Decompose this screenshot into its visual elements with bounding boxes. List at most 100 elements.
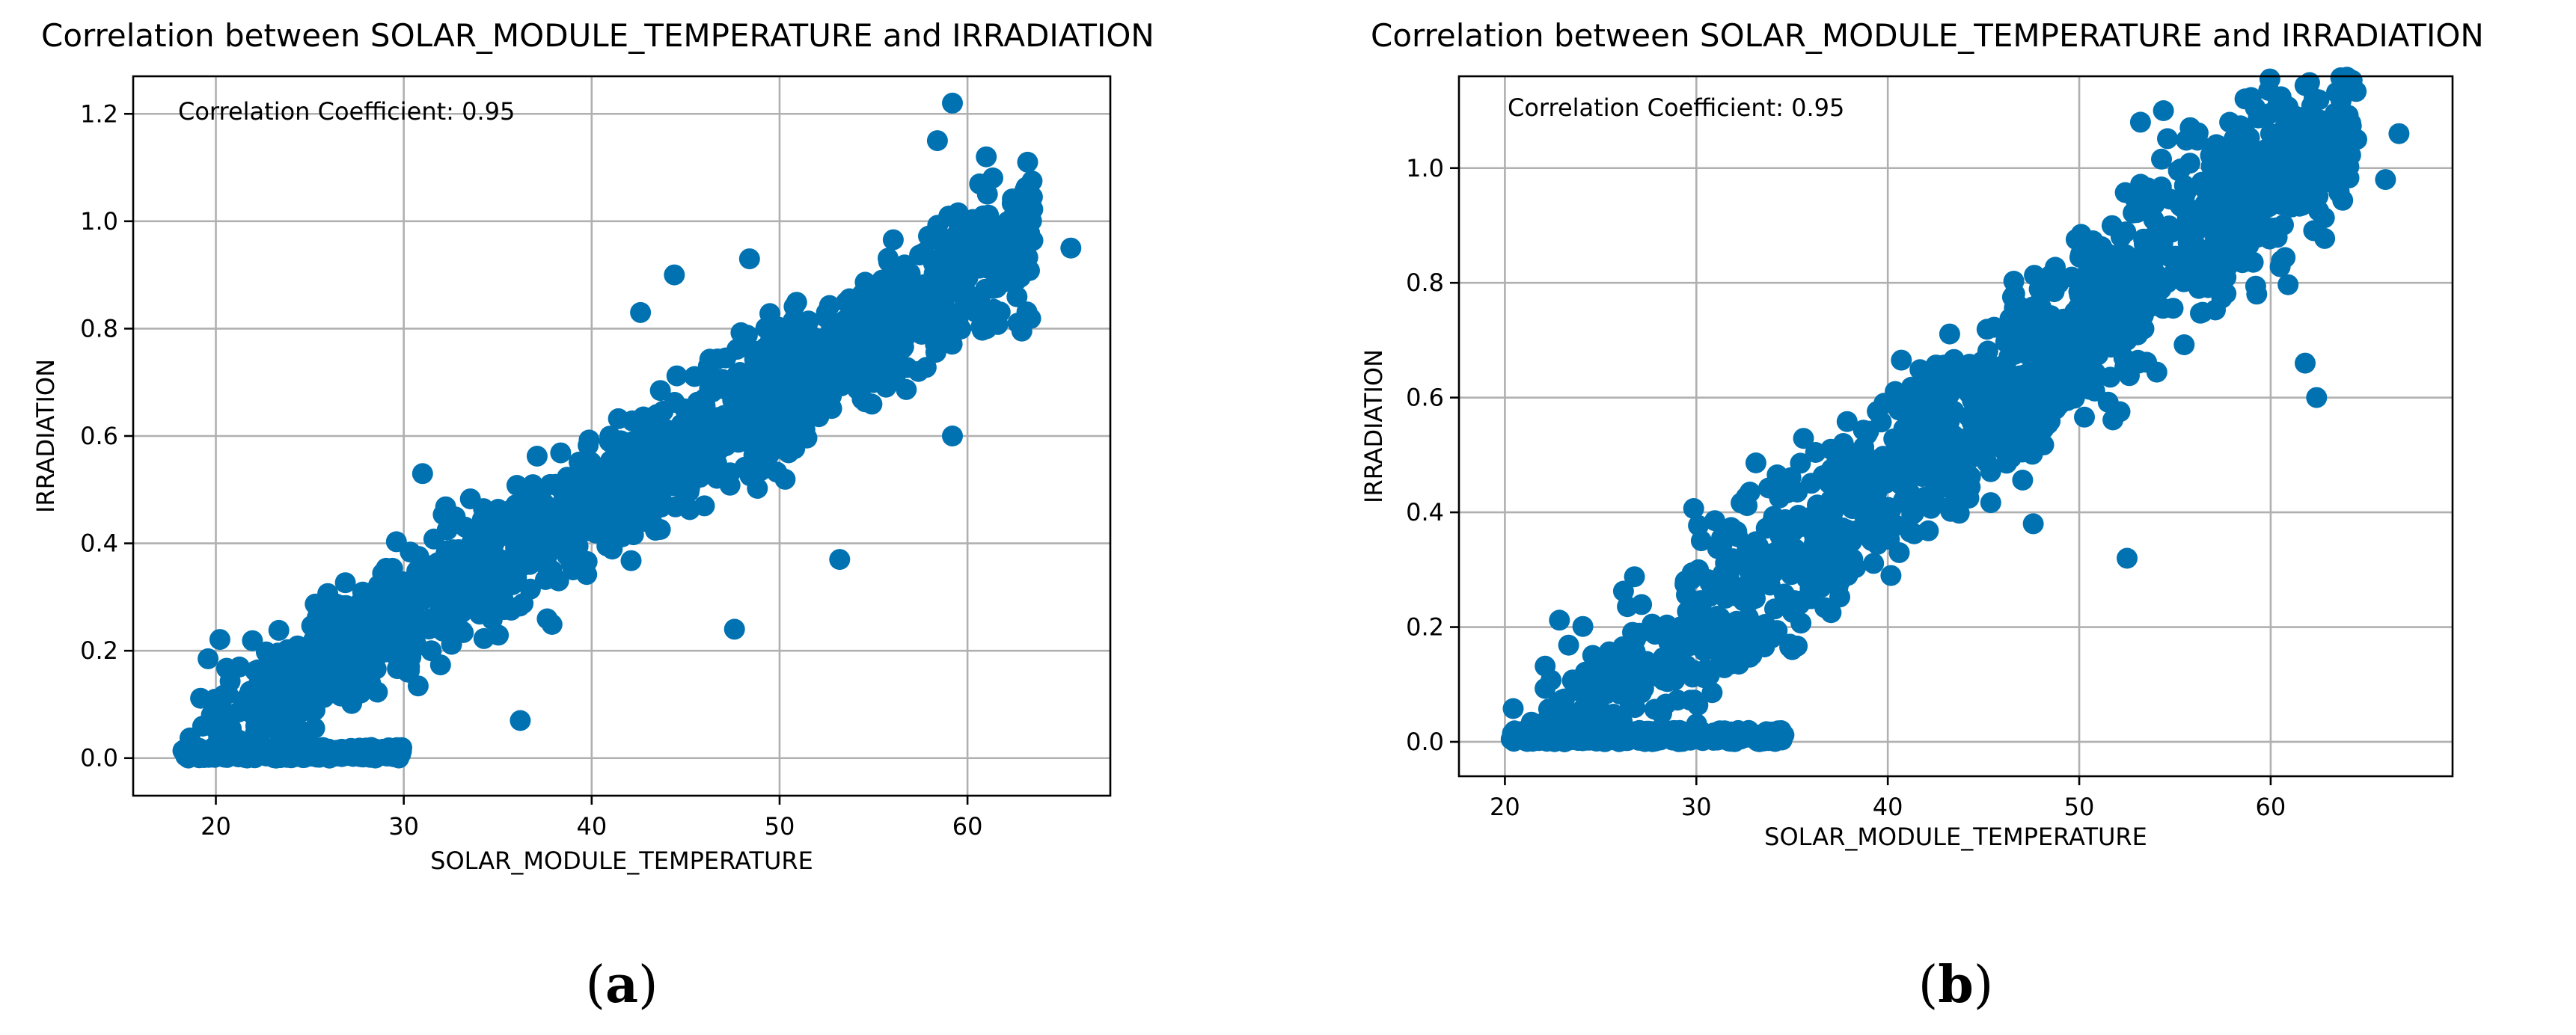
- scatter-point-a: [747, 478, 768, 499]
- scatter-point-b: [2289, 195, 2310, 217]
- scatter-point-a: [492, 561, 514, 583]
- scatter-point-a: [729, 422, 751, 443]
- scatter-point-a: [306, 617, 328, 639]
- scatter-point-a: [242, 630, 263, 651]
- scatter-point-a: [550, 442, 572, 464]
- chart-panel-b: Correlation between SOLAR_MODULE_TEMPERA…: [1359, 17, 2484, 1015]
- scatter-point-b: [1867, 401, 1888, 422]
- scatter-point-a: [872, 269, 893, 291]
- scatter-point-a: [982, 167, 1003, 188]
- scatter-point-b: [2040, 411, 2061, 432]
- scatter-point-a: [358, 601, 380, 623]
- x-tick-label-a: 30: [388, 812, 419, 841]
- scatter-point-b: [2003, 271, 2025, 292]
- scatter-point-a: [399, 660, 420, 681]
- scatter-point-b: [1918, 432, 1940, 454]
- scatter-point-b: [2004, 382, 2025, 404]
- scatter-point-b: [1855, 443, 1876, 465]
- scatter-point-a: [473, 627, 495, 649]
- scatter-point-b: [2151, 148, 2172, 170]
- y-tick-label-b: 0.2: [1406, 613, 1444, 642]
- scatter-point-a: [459, 520, 481, 541]
- scatter-point-b: [1901, 489, 1923, 511]
- scatter-point-a: [279, 746, 301, 767]
- scatter-point-b: [1891, 349, 1912, 371]
- scatter-point-b: [1948, 503, 1970, 524]
- scatter-point-a: [666, 365, 688, 387]
- scatter-point-a: [259, 687, 281, 709]
- scatter-point-a: [662, 439, 684, 461]
- scatter-point-b: [2271, 193, 2292, 215]
- scatter-point-a: [829, 549, 851, 571]
- scatter-point-b: [1781, 601, 1803, 623]
- x-tick-label-b: 40: [1873, 793, 1903, 821]
- scatter-point-b: [1703, 728, 1725, 749]
- scatter-point-a: [989, 301, 1011, 323]
- scatter-point-a: [420, 609, 441, 630]
- scatter-point-b: [1918, 520, 1939, 541]
- scatter-point-a: [283, 672, 305, 694]
- scatter-point-b: [1966, 406, 1988, 428]
- scatter-point-b: [2215, 283, 2237, 304]
- scatter-point-b: [2069, 323, 2090, 345]
- scatter-point-b: [1976, 319, 1998, 340]
- scatter-point-a: [882, 229, 904, 251]
- x-tick-label-a: 50: [765, 812, 795, 841]
- scatter-point-b: [1705, 579, 1727, 601]
- scatter-point-a: [923, 282, 944, 304]
- scatter-point-a: [255, 641, 277, 663]
- scatter-point-b: [1737, 638, 1759, 660]
- scatter-point-a: [615, 484, 637, 506]
- x-tick-label-b: 60: [2256, 793, 2286, 821]
- scatter-point-b: [2058, 340, 2080, 362]
- scatter-point-b: [1587, 685, 1609, 706]
- scatter-point-b: [1604, 729, 1626, 751]
- scatter-point-b: [2083, 346, 2105, 367]
- scatter-point-a: [726, 339, 747, 360]
- scatter-point-b: [1839, 483, 1861, 504]
- scatter-point-a: [904, 280, 926, 302]
- scatter-point-a: [909, 245, 931, 265]
- scatter-point-b: [1976, 451, 1998, 473]
- scatter-point-a: [779, 381, 801, 402]
- scatter-point-b: [2251, 212, 2272, 234]
- scatter-point-a: [198, 648, 219, 669]
- scatter-point-a: [701, 430, 723, 452]
- scatter-point-a: [759, 330, 781, 351]
- scatter-point-b: [1701, 682, 1723, 704]
- scatter-point-b: [2339, 128, 2361, 150]
- scatter-point-b: [1695, 659, 1717, 681]
- y-tick-label-b: 1.0: [1406, 154, 1444, 182]
- scatter-point-b: [1755, 518, 1777, 539]
- scatter-point-b: [1829, 586, 1850, 608]
- scatter-point-a: [350, 629, 372, 651]
- scatter-point-b: [1799, 547, 1820, 569]
- scatter-point-b: [1921, 449, 1943, 471]
- y-tick-label-a: 0.6: [80, 422, 118, 450]
- scatter-point-a: [961, 254, 983, 276]
- y-tick-label-a: 0.0: [80, 744, 118, 773]
- scatter-point-b: [2277, 274, 2299, 295]
- scatter-point-a: [536, 608, 558, 630]
- scatter-point-b: [1900, 521, 1921, 543]
- scatter-point-b: [2074, 406, 2095, 428]
- scatter-point-b: [1737, 606, 1759, 628]
- scatter-point-a: [305, 737, 327, 759]
- scatter-point-b: [2069, 247, 2090, 268]
- scatter-point-b: [2129, 111, 2151, 133]
- scatter-point-b: [1663, 631, 1685, 653]
- scatter-point-a: [854, 391, 876, 413]
- scatter-point-b: [2230, 137, 2251, 159]
- x-tick-label-b: 20: [1490, 793, 1520, 821]
- scatter-point-b: [1508, 728, 1529, 749]
- scatter-point-a: [385, 531, 407, 553]
- scatter-point-b: [1562, 669, 1584, 691]
- scatter-point-b: [1598, 641, 1620, 663]
- scatter-point-a: [645, 520, 666, 541]
- scatter-point-a: [938, 256, 960, 277]
- scatter-point-b: [1959, 466, 1981, 488]
- correlation-annotation-a: Correlation Coefficient: 0.95: [178, 97, 515, 126]
- scatter-point-a: [620, 550, 642, 571]
- scatter-point-b: [1758, 477, 1779, 499]
- x-tick-label-a: 60: [952, 812, 983, 841]
